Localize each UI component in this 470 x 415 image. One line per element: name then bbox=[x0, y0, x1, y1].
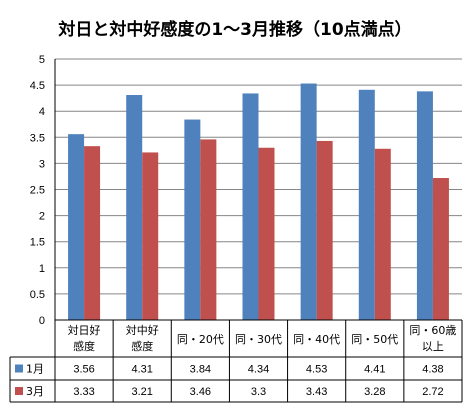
category-label: 以上 bbox=[422, 340, 444, 353]
legend-swatch bbox=[15, 364, 23, 373]
table-cell-value: 3.3 bbox=[251, 386, 266, 398]
table-cell-value: 4.41 bbox=[364, 364, 385, 376]
bar-jan-3 bbox=[242, 93, 259, 321]
category-label: 同・50代 bbox=[351, 333, 398, 346]
y-tick-label: 3 bbox=[39, 158, 45, 170]
table-cell-value: 3.46 bbox=[190, 386, 211, 398]
table-cell-value: 2.72 bbox=[422, 386, 443, 398]
category-label: 感度 bbox=[131, 339, 153, 353]
category-label: 対中好 bbox=[126, 323, 159, 337]
y-tick-label: 1.5 bbox=[30, 237, 45, 249]
chart-title: 対日と対中好感度の1～3月推移（10点満点） bbox=[57, 19, 411, 40]
bar-jan-4 bbox=[300, 83, 317, 320]
bar-jan-2 bbox=[184, 119, 201, 320]
bar-mar-0 bbox=[84, 146, 101, 320]
y-tick-label: 0 bbox=[39, 315, 45, 327]
table-cell-value: 4.38 bbox=[422, 364, 443, 376]
y-tick-label: 5 bbox=[39, 54, 45, 66]
table-cell-value: 3.43 bbox=[306, 386, 327, 398]
table-cell-value: 4.34 bbox=[248, 364, 269, 376]
y-tick-label: 4.5 bbox=[30, 80, 45, 92]
table-cell-value: 3.28 bbox=[364, 386, 385, 398]
table-cell-value: 4.31 bbox=[132, 364, 153, 376]
category-label: 感度 bbox=[73, 339, 95, 353]
category-label: 同・30代 bbox=[235, 333, 282, 346]
y-tick-label: 3.5 bbox=[30, 132, 45, 144]
bar-mar-3 bbox=[258, 147, 275, 320]
bar-jan-6 bbox=[416, 91, 433, 320]
bar-mar-1 bbox=[142, 152, 159, 320]
series-name: 1月 bbox=[26, 363, 44, 376]
legend-swatch bbox=[15, 387, 23, 395]
y-tick-label: 2 bbox=[39, 211, 45, 223]
category-label: 同・20代 bbox=[177, 333, 224, 346]
bar-mar-5 bbox=[374, 148, 391, 320]
y-tick-label: 4 bbox=[39, 106, 45, 118]
bar-mar-2 bbox=[200, 139, 217, 320]
y-tick-label: 2.5 bbox=[30, 185, 45, 197]
table-cell-value: 4.53 bbox=[306, 364, 327, 376]
table-cell-value: 3.21 bbox=[132, 386, 153, 398]
category-label: 同・60歳 bbox=[409, 324, 456, 337]
table-cell-value: 3.33 bbox=[73, 386, 94, 398]
bar-mar-4 bbox=[316, 140, 333, 320]
y-axis-ticks: 0 0.5 1 1.5 2 2.5 3 3.5 4 4.5 5 bbox=[30, 54, 45, 327]
bar-jan-1 bbox=[126, 95, 143, 320]
table-cell-value: 3.56 bbox=[73, 364, 94, 376]
category-label: 対日好 bbox=[68, 323, 101, 337]
bar-jan-5 bbox=[358, 89, 375, 320]
bars bbox=[68, 83, 449, 321]
table-cell-value: 3.84 bbox=[190, 364, 211, 376]
category-label: 同・40代 bbox=[293, 333, 340, 346]
bar-jan-0 bbox=[68, 134, 85, 320]
bar-mar-6 bbox=[432, 178, 449, 320]
y-tick-label: 0.5 bbox=[30, 289, 45, 301]
y-tick-label: 1 bbox=[39, 263, 45, 275]
series-name: 3月 bbox=[26, 385, 44, 398]
